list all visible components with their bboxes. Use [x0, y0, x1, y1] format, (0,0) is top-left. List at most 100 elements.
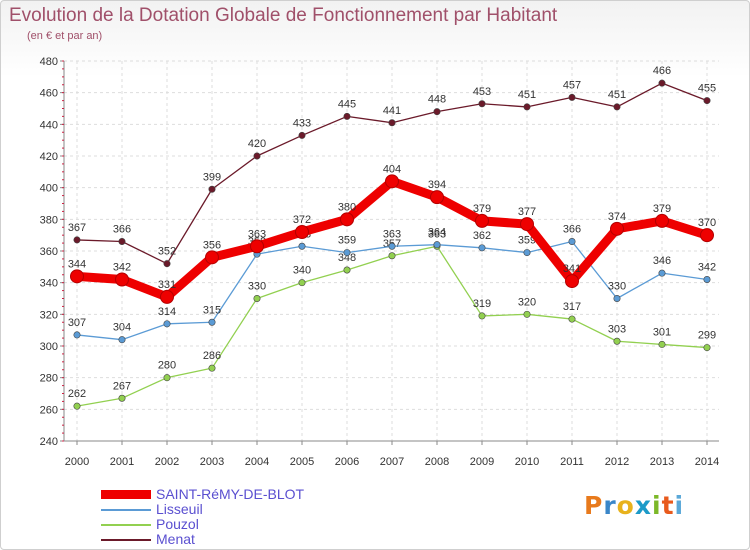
data-label: 342 [113, 262, 131, 274]
chart-title: Evolution de la Dotation Globale de Fonc… [9, 5, 558, 26]
legend-item: Lisseuil [101, 502, 304, 517]
data-point [298, 242, 306, 250]
data-label: 448 [428, 94, 446, 106]
chart-legend: SAINT-RéMY-DE-BLOT Lisseuil Pouzol Menat [101, 487, 304, 547]
data-point [568, 238, 576, 246]
data-point [613, 103, 621, 111]
x-tick-label: 2013 [650, 456, 674, 468]
data-point [703, 275, 711, 283]
data-point [70, 269, 84, 284]
data-point [163, 320, 171, 328]
data-point [565, 274, 579, 289]
data-point [523, 249, 531, 257]
data-label: 359 [518, 235, 536, 247]
data-label: 394 [428, 179, 446, 191]
data-point [208, 364, 216, 372]
data-point [208, 318, 216, 326]
data-point [658, 269, 666, 277]
data-label: 299 [698, 330, 716, 342]
data-label: 399 [203, 171, 221, 183]
data-label: 366 [113, 224, 131, 236]
data-point [298, 131, 306, 139]
y-tick-label: 280 [40, 373, 58, 385]
y-tick-label: 260 [40, 404, 58, 416]
legend-item: SAINT-RéMY-DE-BLOT [101, 487, 304, 502]
data-label: 362 [473, 230, 491, 242]
x-tick-label: 2004 [245, 456, 269, 468]
data-label: 280 [158, 360, 176, 372]
y-tick-label: 400 [40, 183, 58, 195]
data-label: 346 [653, 255, 671, 267]
y-tick-label: 300 [40, 341, 58, 353]
data-label: 363 [248, 228, 266, 240]
legend-label: SAINT-RéMY-DE-BLOT [156, 486, 305, 502]
data-point [388, 252, 396, 260]
chart-subtitle: (en € et par an) [27, 30, 103, 42]
data-point [343, 266, 351, 274]
x-tick-label: 2000 [65, 456, 89, 468]
y-tick-label: 420 [40, 151, 58, 163]
data-point [478, 312, 486, 320]
x-tick-label: 2006 [335, 456, 359, 468]
data-point [208, 185, 216, 193]
legend-label: Pouzol [156, 516, 199, 532]
y-tick-label: 340 [40, 278, 58, 290]
data-label: 262 [68, 388, 86, 400]
data-point [655, 213, 669, 228]
data-point [388, 119, 396, 127]
legend-swatch [101, 538, 151, 541]
data-label: 341 [563, 263, 581, 275]
data-label: 303 [608, 323, 626, 335]
data-label: 304 [113, 322, 131, 334]
data-point [568, 93, 576, 101]
data-label: 307 [68, 317, 86, 329]
data-label: 380 [338, 201, 356, 213]
data-point [478, 244, 486, 252]
data-label: 342 [698, 262, 716, 274]
data-point [568, 315, 576, 323]
data-label: 331 [158, 279, 176, 291]
proxiti-logo: Proxiti [584, 491, 685, 520]
data-label: 330 [608, 281, 626, 293]
data-point [658, 79, 666, 87]
data-point [73, 331, 81, 339]
data-label: 348 [338, 252, 356, 264]
legend-item: Menat [101, 532, 304, 547]
data-label: 363 [428, 228, 446, 240]
data-point [478, 100, 486, 108]
data-label: 455 [698, 83, 716, 95]
legend-label: Lisseuil [156, 501, 203, 517]
data-point [205, 250, 219, 265]
y-tick-label: 360 [40, 246, 58, 258]
data-point [73, 402, 81, 410]
data-label: 286 [203, 350, 221, 362]
data-point [295, 225, 309, 239]
data-label: 359 [338, 235, 356, 247]
data-label: 363 [383, 228, 401, 240]
data-label: 319 [473, 298, 491, 310]
data-label: 267 [113, 380, 131, 392]
data-point [613, 294, 621, 302]
data-point [475, 213, 489, 228]
legend-item: Pouzol [101, 517, 304, 532]
x-tick-label: 2009 [470, 456, 494, 468]
data-point [163, 260, 171, 268]
data-point [115, 272, 129, 287]
data-point [343, 249, 351, 257]
x-tick-label: 2010 [515, 456, 539, 468]
data-point [613, 337, 621, 345]
data-label: 453 [473, 86, 491, 98]
data-label: 372 [293, 214, 311, 226]
data-label: 340 [293, 265, 311, 277]
data-label: 379 [653, 203, 671, 215]
x-tick-label: 2002 [155, 456, 179, 468]
data-label: 352 [158, 246, 176, 258]
x-tick-label: 2014 [695, 456, 719, 468]
data-point [703, 344, 711, 352]
x-tick-label: 2003 [200, 456, 224, 468]
x-tick-label: 2012 [605, 456, 629, 468]
legend-swatch [101, 523, 151, 526]
data-point [343, 112, 351, 120]
data-label: 404 [383, 163, 401, 175]
